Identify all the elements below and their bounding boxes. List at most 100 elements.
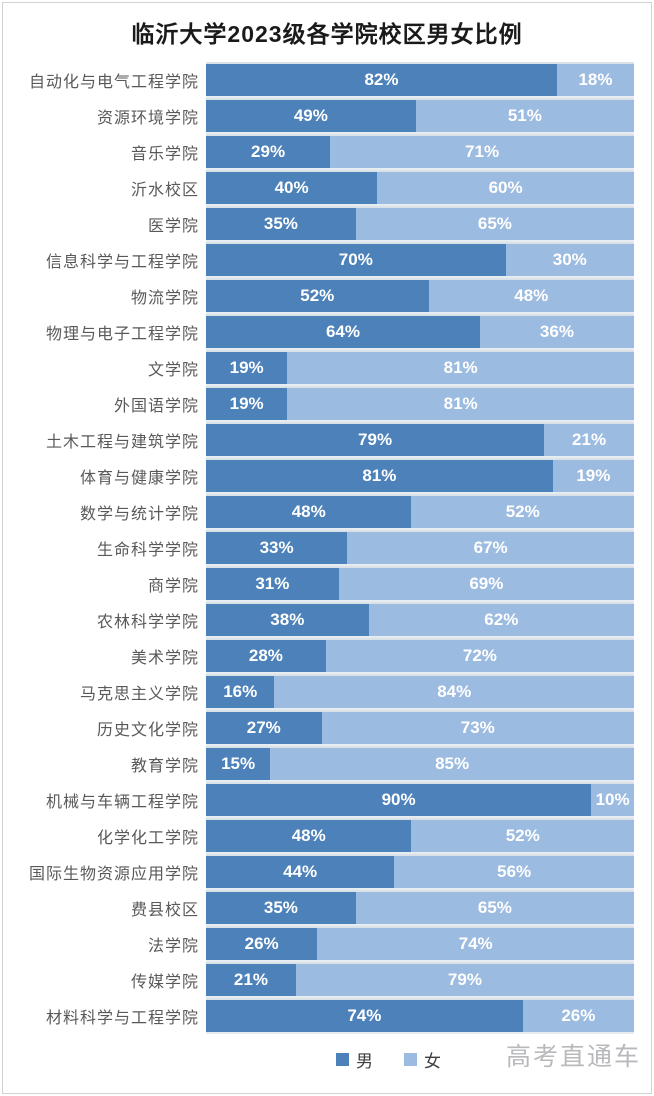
- category-label: 物理与电子工程学院: [45, 326, 199, 343]
- female-bar-segment: 69%: [338, 568, 634, 600]
- stacked-bar: 82% 18%: [206, 64, 634, 96]
- chart-row: 美术学院 28% 72%: [3, 638, 651, 674]
- stacked-bar: 38% 62%: [206, 604, 634, 636]
- category-label: 物流学院: [130, 290, 199, 307]
- chart-row: 数学与统计学院 48% 52%: [3, 494, 651, 530]
- category-label: 美术学院: [130, 650, 199, 667]
- female-bar-segment: 18%: [556, 64, 634, 96]
- category-label: 外国语学院: [113, 398, 199, 415]
- female-bar-segment: 81%: [287, 352, 634, 384]
- stacked-bar: 79% 21%: [206, 424, 634, 456]
- chart-row: 费县校区 35% 65%: [3, 890, 651, 926]
- stacked-bar: 64% 36%: [206, 316, 634, 348]
- chart-row: 信息科学与工程学院 70% 30%: [3, 242, 651, 278]
- stacked-bar: 35% 65%: [206, 892, 634, 924]
- female-bar-segment: 56%: [394, 856, 634, 888]
- category-label: 机械与车辆工程学院: [45, 794, 199, 811]
- stacked-bar: 33% 67%: [206, 532, 634, 564]
- male-bar-segment: 48%: [206, 496, 412, 528]
- stacked-bar: 52% 48%: [206, 280, 634, 312]
- stacked-bar: 31% 69%: [206, 568, 634, 600]
- stacked-bar: 28% 72%: [206, 640, 634, 672]
- male-bar-segment: 27%: [206, 712, 322, 744]
- stacked-bar: 35% 65%: [206, 208, 634, 240]
- category-label: 教育学院: [130, 758, 199, 775]
- female-bar-segment: 30%: [505, 244, 634, 276]
- chart-row: 物理与电子工程学院 64% 36%: [3, 314, 651, 350]
- legend-item-male: 男: [336, 1047, 374, 1072]
- female-bar-segment: 26%: [522, 1000, 634, 1032]
- male-bar-segment: 79%: [206, 424, 545, 456]
- female-swatch-icon: [404, 1053, 417, 1066]
- male-bar-segment: 19%: [206, 352, 288, 384]
- category-label: 医学院: [147, 218, 199, 235]
- chart-row: 外国语学院 19% 81%: [3, 386, 651, 422]
- female-bar-segment: 71%: [330, 136, 634, 168]
- male-bar-segment: 49%: [206, 100, 416, 132]
- male-bar-segment: 48%: [206, 820, 412, 852]
- stacked-bar: 49% 51%: [206, 100, 634, 132]
- female-bar-segment: 60%: [377, 172, 634, 204]
- male-bar-segment: 40%: [206, 172, 378, 204]
- male-bar-segment: 15%: [206, 748, 271, 780]
- male-bar-segment: 81%: [206, 460, 553, 492]
- chart-title: 临沂大学2023级各学院校区男女比例: [131, 21, 523, 47]
- category-label: 数学与统计学院: [79, 506, 199, 523]
- male-bar-segment: 19%: [206, 388, 288, 420]
- category-label: 传媒学院: [130, 974, 199, 991]
- male-bar-segment: 33%: [206, 532, 348, 564]
- category-label: 沂水校区: [130, 182, 199, 199]
- category-label: 费县校区: [130, 902, 199, 919]
- category-label: 音乐学院: [130, 146, 199, 163]
- category-label: 土木工程与建筑学院: [45, 434, 199, 451]
- female-bar-segment: 73%: [321, 712, 634, 744]
- category-label: 商学院: [147, 578, 199, 595]
- chart-row: 材料科学与工程学院 74% 26%: [3, 998, 651, 1034]
- chart-row: 历史文化学院 27% 73%: [3, 710, 651, 746]
- category-label: 化学化工学院: [96, 830, 199, 847]
- stacked-bar: 19% 81%: [206, 388, 634, 420]
- chart-row: 文学院 19% 81%: [3, 350, 651, 386]
- male-swatch-icon: [336, 1053, 349, 1066]
- male-bar-segment: 35%: [206, 208, 356, 240]
- male-bar-segment: 44%: [206, 856, 395, 888]
- female-bar-segment: 85%: [270, 748, 634, 780]
- male-bar-segment: 28%: [206, 640, 326, 672]
- legend-label-female: 女: [424, 1052, 442, 1071]
- category-label: 体育与健康学院: [79, 470, 199, 487]
- stacked-bar: 40% 60%: [206, 172, 634, 204]
- female-bar-segment: 10%: [591, 784, 634, 816]
- chart-row: 机械与车辆工程学院 90% 10%: [3, 782, 651, 818]
- female-bar-segment: 52%: [411, 496, 634, 528]
- female-bar-segment: 48%: [428, 280, 634, 312]
- chart-row: 自动化与电气工程学院 82% 18%: [3, 62, 651, 98]
- legend-item-female: 女: [404, 1047, 442, 1072]
- male-bar-segment: 74%: [206, 1000, 523, 1032]
- chart-row: 教育学院 15% 85%: [3, 746, 651, 782]
- male-bar-segment: 31%: [206, 568, 339, 600]
- stacked-bar: 48% 52%: [206, 496, 634, 528]
- female-bar-segment: 72%: [325, 640, 634, 672]
- female-bar-segment: 65%: [355, 208, 634, 240]
- stacked-bar: 29% 71%: [206, 136, 634, 168]
- chart-row: 法学院 26% 74%: [3, 926, 651, 962]
- chart-row: 商学院 31% 69%: [3, 566, 651, 602]
- male-bar-segment: 21%: [206, 964, 296, 996]
- legend-label-male: 男: [356, 1052, 374, 1071]
- stacked-bar: 26% 74%: [206, 928, 634, 960]
- chart-row: 化学化工学院 48% 52%: [3, 818, 651, 854]
- category-label: 信息科学与工程学院: [45, 254, 199, 271]
- stacked-bar: 19% 81%: [206, 352, 634, 384]
- stacked-bar: 70% 30%: [206, 244, 634, 276]
- stacked-bar: 16% 84%: [206, 676, 634, 708]
- female-bar-segment: 67%: [347, 532, 634, 564]
- stacked-bar: 90% 10%: [206, 784, 634, 816]
- male-bar-segment: 16%: [206, 676, 275, 708]
- female-bar-segment: 81%: [287, 388, 634, 420]
- chart-row: 生命科学学院 33% 67%: [3, 530, 651, 566]
- category-label: 法学院: [147, 938, 199, 955]
- category-label: 文学院: [147, 362, 199, 379]
- male-bar-segment: 64%: [206, 316, 480, 348]
- male-bar-segment: 90%: [206, 784, 592, 816]
